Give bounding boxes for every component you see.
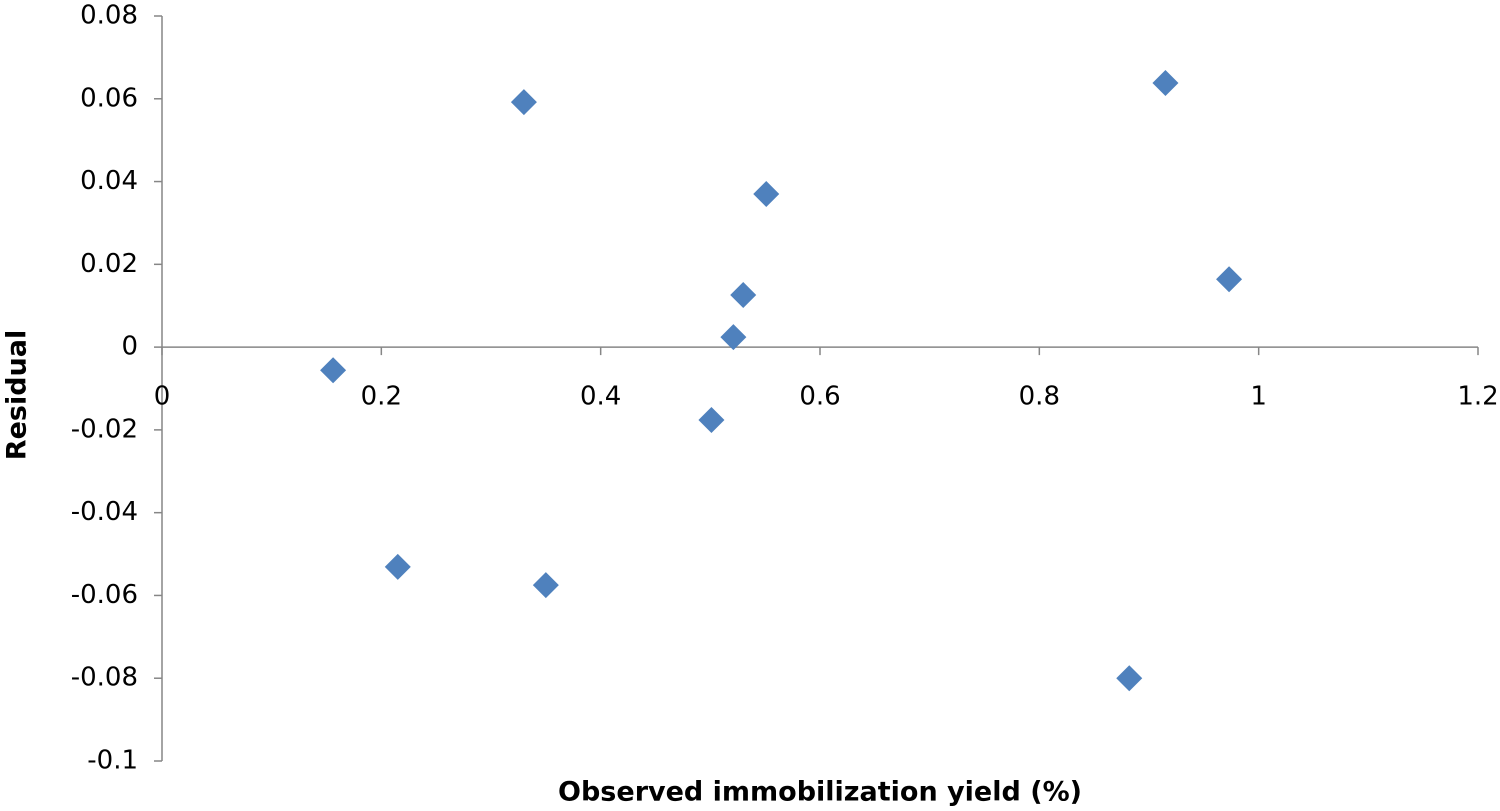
y-tick-label: -0.04 <box>71 497 138 527</box>
y-tick-label: 0 <box>121 332 138 362</box>
x-tick-label: 0.8 <box>1019 382 1060 412</box>
x-tick-label: 1 <box>1250 382 1267 412</box>
data-point <box>698 406 725 433</box>
data-point <box>1152 70 1179 97</box>
data-point <box>753 180 780 207</box>
y-tick-label: -0.06 <box>71 580 138 610</box>
x-tick-label: 1.2 <box>1457 382 1498 412</box>
x-tick-label: 0.2 <box>361 382 402 412</box>
y-tick-label: 0.04 <box>80 166 138 196</box>
y-tick-label: 0.02 <box>80 249 138 279</box>
x-tick-label: 0.4 <box>580 382 621 412</box>
data-point <box>720 324 747 351</box>
x-axis-title: Observed immobilization yield (%) <box>558 777 1082 808</box>
data-point <box>510 89 537 116</box>
y-tick-label: 0.06 <box>80 83 138 113</box>
y-tick-label: -0.1 <box>87 746 138 776</box>
data-point <box>1216 266 1243 293</box>
data-point <box>730 281 757 308</box>
x-tick-label: 0.6 <box>799 382 840 412</box>
y-axis-title: Residual <box>2 330 33 460</box>
data-point <box>532 572 559 599</box>
data-point <box>1116 665 1143 692</box>
data-point <box>384 553 411 580</box>
y-tick-label: 0.08 <box>80 1 138 31</box>
data-point <box>320 357 347 384</box>
y-tick-label: -0.02 <box>71 414 138 444</box>
y-tick-label: -0.08 <box>71 663 138 693</box>
x-tick-label: 0 <box>154 382 171 412</box>
